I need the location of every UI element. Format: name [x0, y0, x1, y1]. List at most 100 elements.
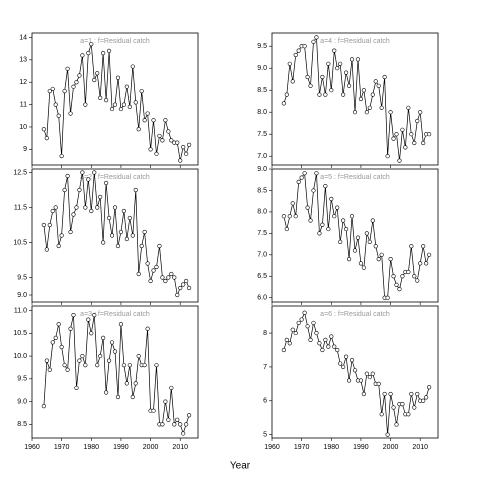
- y-tick-label: 12: [19, 79, 27, 86]
- data-point: [145, 261, 150, 266]
- data-point: [133, 187, 138, 193]
- data-point: [104, 98, 109, 103]
- data-point: [115, 243, 121, 249]
- data-point: [341, 364, 346, 370]
- data-point: [338, 239, 343, 245]
- data-point: [169, 271, 174, 277]
- data-point: [287, 341, 292, 346]
- data-point: [44, 358, 49, 363]
- data-point: [148, 147, 153, 152]
- data-point: [314, 171, 319, 176]
- y-tick-label: 6: [263, 398, 267, 405]
- data-point: [151, 408, 156, 413]
- data-point: [59, 233, 64, 238]
- data-point: [400, 402, 405, 407]
- data-point: [92, 77, 97, 83]
- panel-title: a=1 : f=Residual catch: [80, 38, 150, 45]
- data-point: [367, 374, 372, 380]
- data-point: [394, 282, 399, 287]
- data-point: [50, 208, 55, 214]
- data-point: [98, 95, 103, 100]
- data-point: [112, 102, 118, 107]
- data-point: [290, 79, 295, 84]
- data-point: [77, 358, 82, 363]
- data-point: [166, 129, 171, 134]
- y-tick-label: 7.0: [257, 153, 267, 160]
- data-point: [379, 252, 384, 257]
- data-point: [314, 35, 319, 40]
- y-tick-label: 8: [263, 330, 267, 337]
- x-tick-label: 1980: [323, 444, 339, 451]
- data-point: [65, 173, 70, 179]
- data-point: [127, 104, 132, 109]
- data-point: [293, 52, 298, 58]
- data-point: [160, 138, 165, 143]
- data-point: [376, 256, 381, 262]
- x-axis-label: Year: [230, 461, 251, 472]
- data-point: [412, 405, 417, 410]
- data-point: [314, 330, 319, 336]
- data-point: [394, 132, 399, 137]
- data-point: [166, 417, 171, 422]
- data-point: [77, 187, 82, 193]
- data-point: [106, 48, 112, 53]
- data-point: [358, 261, 364, 266]
- data-point: [169, 385, 174, 391]
- data-point: [364, 371, 369, 376]
- data-point: [385, 295, 390, 300]
- data-point: [175, 417, 180, 422]
- x-tick-label: 2000: [383, 444, 399, 451]
- data-point: [332, 214, 337, 219]
- data-point: [323, 337, 328, 342]
- data-point: [184, 151, 189, 156]
- data-point: [89, 331, 94, 336]
- data-point: [305, 205, 310, 210]
- data-point: [287, 61, 292, 66]
- data-point: [68, 326, 73, 331]
- data-point: [71, 313, 76, 318]
- y-tick-label: 7.5: [257, 131, 267, 138]
- panel-frame: [271, 168, 439, 303]
- data-point: [68, 111, 73, 116]
- data-point: [127, 363, 132, 368]
- data-point: [415, 118, 420, 124]
- y-tick-label: 6.5: [257, 273, 267, 280]
- y-tick-label: 7: [263, 364, 267, 371]
- data-point: [320, 222, 325, 227]
- data-point: [130, 64, 135, 69]
- data-point: [409, 132, 414, 137]
- data-point: [308, 218, 313, 223]
- data-point: [59, 153, 64, 159]
- y-tick-label: 8.0: [257, 109, 267, 116]
- data-point: [130, 394, 135, 400]
- data-point: [118, 229, 124, 235]
- data-point: [305, 324, 310, 329]
- panel-frame: [271, 32, 439, 166]
- panel-frame: [31, 305, 199, 439]
- data-point: [74, 205, 79, 210]
- data-point: [109, 340, 115, 345]
- data-point: [349, 358, 355, 363]
- data-point: [379, 412, 384, 417]
- data-point: [74, 385, 79, 391]
- data-point: [361, 265, 366, 270]
- data-point: [382, 74, 387, 80]
- data-point: [106, 358, 112, 363]
- x-tick-label: 1990: [353, 444, 369, 451]
- data-point: [335, 66, 340, 71]
- data-point: [299, 317, 304, 322]
- data-point: [121, 363, 126, 368]
- data-point: [142, 118, 147, 123]
- data-point: [139, 89, 144, 94]
- data-point: [62, 363, 67, 368]
- data-point: [80, 170, 85, 175]
- data-point: [127, 215, 132, 221]
- y-tick-label: 9.0: [257, 166, 267, 173]
- data-point: [415, 391, 420, 397]
- x-tick-label: 1970: [294, 444, 310, 451]
- data-point: [101, 51, 106, 56]
- data-point: [172, 275, 177, 280]
- y-tick-label: 9.5: [17, 376, 27, 383]
- data-point: [412, 274, 417, 279]
- data-point: [169, 138, 174, 143]
